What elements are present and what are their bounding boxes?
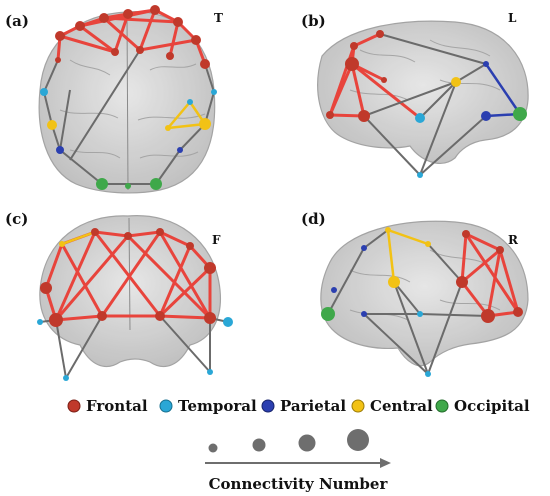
legend: Frontal Temporal Parietal Central Occipi… <box>67 397 530 415</box>
panel-a-label: (a) <box>5 12 29 30</box>
edges-d <box>327 228 520 375</box>
legend-item-frontal: Frontal <box>67 397 148 415</box>
legend-item-temporal: Temporal <box>159 397 257 415</box>
brain-left-view <box>317 20 529 164</box>
panel-b-label: (b) <box>301 12 326 30</box>
size-marker-1 <box>208 443 218 453</box>
size-scale: Connectivity Number <box>205 429 391 493</box>
nodes-d <box>321 227 523 377</box>
panel-a: (a) T <box>5 5 223 194</box>
legend-item-parietal: Parietal <box>261 397 346 415</box>
panel-d-label: (d) <box>301 210 326 228</box>
panel-d: (d) R <box>301 210 529 377</box>
legend-item-occipital: Occipital <box>435 397 530 415</box>
legend-label-frontal: Frontal <box>86 397 148 415</box>
legend-label-central: Central <box>370 397 433 415</box>
size-marker-2 <box>252 438 266 452</box>
legend-label-parietal: Parietal <box>280 397 346 415</box>
legend-label-occipital: Occipital <box>454 397 530 415</box>
nodes-c <box>37 228 233 381</box>
legend-item-central: Central <box>351 397 433 415</box>
panel-c: (c) F <box>5 210 233 381</box>
brain-right-view <box>320 220 529 367</box>
edges-c <box>39 230 229 379</box>
size-marker-4 <box>347 429 369 451</box>
size-scale-title: Connectivity Number <box>209 475 389 493</box>
size-scale-arrowhead <box>380 458 391 468</box>
panel-c-view-label: F <box>212 233 221 247</box>
nodes-b <box>326 30 527 178</box>
panel-b-view-label: L <box>508 11 517 25</box>
panel-c-label: (c) <box>5 210 28 228</box>
panel-a-view-label: T <box>214 11 223 25</box>
legend-label-temporal: Temporal <box>178 397 257 415</box>
nodes-a <box>40 5 217 190</box>
panel-d-view-label: R <box>508 233 519 247</box>
panel-b: (b) L <box>301 11 529 178</box>
size-marker-3 <box>298 434 316 452</box>
